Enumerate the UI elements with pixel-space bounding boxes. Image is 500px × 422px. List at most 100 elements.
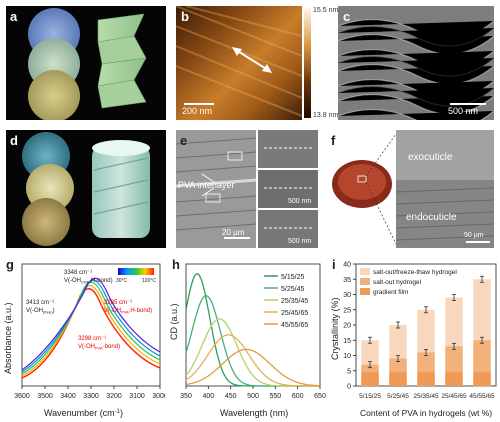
xtick-label-i: 45/55/65 [469, 393, 495, 400]
sem-texture-e [176, 130, 256, 248]
xtick-label-g: 3000 [152, 393, 165, 400]
legend-label-i: gradient film [373, 289, 408, 296]
arrow-interlayer-1 [201, 173, 215, 183]
ann1-line2: V(-OHCNF,H-bond) [64, 278, 113, 285]
xtick-label-h: 500 [247, 393, 259, 400]
ann2-line2: V(-OH(free)) [26, 308, 55, 315]
panel-label-e: e [180, 133, 188, 148]
colorbar-g [118, 268, 154, 275]
scalebar-label-f: 50 µm [464, 232, 484, 239]
ytick-label-i: 10 [343, 353, 351, 360]
scalebar-label-e-inset2: 500 nm [288, 238, 312, 245]
colorbar-left-g: 30°C [116, 278, 128, 284]
xticks-g: 3600 3500 3400 3300 3200 3100 3000 [14, 386, 165, 400]
helicoid-structure [97, 13, 147, 109]
panel-a-image [6, 6, 166, 122]
sem-texture-c [338, 6, 494, 120]
pva-interlayer-label: PVA interlayer [178, 180, 235, 190]
panel-label-f: f [331, 133, 336, 148]
legend-label-h: 45/55/65 [281, 322, 308, 329]
colorbar-right-g: 120°C [142, 278, 156, 284]
afm-texture [176, 6, 302, 117]
ytick-label-i: 20 [343, 323, 351, 330]
ftir-spectra [21, 277, 161, 379]
ytick-label-i: 0 [347, 384, 351, 391]
xlabel-i: Content of PVA in hydrogels (wt %) [360, 408, 492, 418]
panel-e-sem-main: PVA interlayer 20 µm [176, 130, 256, 248]
panel-label-a: a [10, 9, 18, 24]
panel-d-illustration [22, 132, 150, 246]
xtick-label-g: 3100 [129, 393, 145, 400]
arrow-interlayer-2 [201, 187, 215, 197]
pva-interlayer-band [176, 178, 256, 188]
legend-label-h: 25/35/45 [281, 298, 308, 305]
bar-gradient-film [361, 372, 379, 386]
xtick-label-h: 650 [314, 393, 326, 400]
xlabel-h: Wavelength (nm) [220, 408, 288, 418]
ann3-line1: 3285 cm⁻¹ [104, 300, 132, 306]
ytick-label-i: 15 [343, 338, 351, 345]
scalebar-label-c: 500 nm [448, 106, 479, 116]
panel-label-h: h [172, 257, 180, 272]
ann4-line2: V(-OHPVA-bond) [78, 344, 120, 351]
xticks-h: 350 400 450 500 550 600 650 [180, 386, 326, 400]
legend-swatch-i [360, 268, 370, 275]
arrow-double [235, 49, 269, 71]
panel-label-c: c [343, 9, 351, 24]
ytick-label-i: 5 [347, 368, 351, 375]
xtick-label-h: 350 [180, 393, 192, 400]
legend-label-i: salt-out hydrogel [373, 279, 422, 286]
xtick-label-i: 25/35/45 [413, 393, 439, 400]
panel-d-image [6, 130, 166, 248]
xtick-label-h: 450 [225, 393, 237, 400]
xtick-label-h: 550 [269, 393, 281, 400]
panel-a-illustration [28, 8, 147, 122]
colorbar-min-b: 13.8 nm [313, 112, 339, 119]
cd-series-line [185, 334, 320, 387]
bar-gradient-film [445, 372, 463, 386]
hydrogel-disc-tan [22, 198, 70, 246]
sem-texture-f [396, 130, 494, 248]
legend-label-h: 5/15/25 [281, 274, 304, 281]
panel-f-crab-photo [326, 130, 397, 248]
legend-h: 5/15/25 5/25/45 25/35/45 25/45/65 45/55/65 [264, 274, 308, 329]
xtick-label-h: 400 [202, 393, 214, 400]
exocuticle-label: exocuticle [408, 152, 453, 163]
yticks-i: 0 5 10 15 20 25 30 35 40 [343, 262, 356, 391]
bar-gradient-film [473, 372, 491, 386]
xtick-label-i: 25/45/65 [441, 393, 467, 400]
panel-i-plot: Crystallinity (%) 0 5 10 15 20 25 30 35 40 5/15/… [330, 262, 497, 418]
panel-c-sem-image: 500 nm [338, 6, 494, 120]
panel-e-inset-bottom: 500 nm [258, 210, 318, 248]
ann2-line1: 3413 cm⁻¹ [26, 300, 54, 306]
panel-g-plot: Absorbance (a.u.) 30°C 120°C 3348 cm⁻¹ V… [3, 263, 165, 418]
ytick-label-i: 35 [343, 277, 351, 284]
ylabel-g: Absorbance (a.u.) [3, 302, 13, 374]
crab-illustration [332, 133, 397, 245]
film-disc-yellow [28, 70, 80, 122]
ytick-label-i: 30 [343, 292, 351, 299]
scalebar-label-b: 200 nm [182, 106, 213, 116]
legend-label-h: 25/45/65 [281, 310, 308, 317]
xlabel-g: Wavenumber (cm-1) [44, 408, 123, 418]
panel-label-b: b [181, 9, 189, 24]
panel-b-afm-image: 200 nm [176, 6, 302, 120]
ann3-line2: V(-OHPVA,H-bond) [104, 308, 152, 315]
xtick-label-i: 5/25/45 [387, 393, 409, 400]
scalebar-label-e-inset1: 500 nm [288, 198, 312, 205]
xtick-label-g: 3600 [14, 393, 30, 400]
panel-label-d: d [10, 133, 18, 148]
ytick-label-i: 40 [343, 262, 351, 269]
ann4-line1: 3298 cm⁻¹ [78, 336, 106, 342]
xtick-label-g: 3400 [60, 393, 76, 400]
endocuticle-label: endocuticle [406, 212, 457, 223]
bars-i [361, 275, 491, 387]
colorbar-max-b: 15.5 nm [313, 7, 339, 14]
legend-swatch-i [360, 288, 370, 295]
panel-e-inset-top [258, 130, 318, 168]
colorbar-b [304, 8, 311, 118]
ytick-label-i: 25 [343, 307, 351, 314]
xtick-label-g: 3500 [37, 393, 53, 400]
xtick-label-i: 5/15/25 [359, 393, 381, 400]
bar-gradient-film [417, 372, 435, 386]
